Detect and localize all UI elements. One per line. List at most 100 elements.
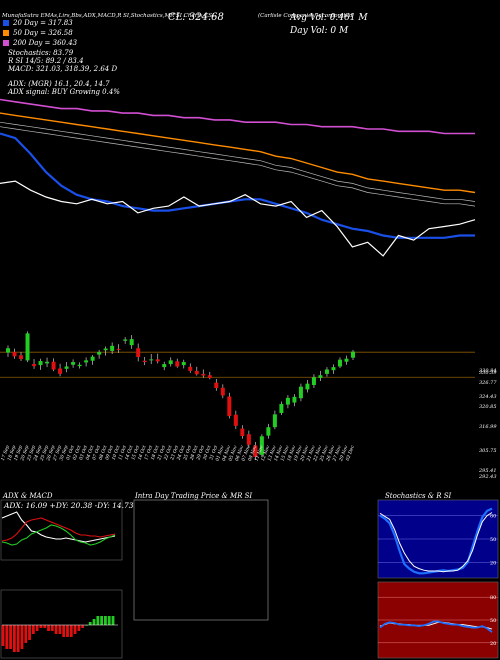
date-tick-label: 13 Nov — [267, 444, 278, 462]
date-tick-label: 31 Oct — [208, 444, 219, 460]
date-tick-label: 27 Sep — [52, 445, 63, 463]
macd-bar — [5, 625, 9, 649]
date-tick-label: 04 Nov — [221, 444, 232, 462]
stoch-rsi-title: Stochastics & R SI — [385, 492, 452, 500]
candle-body — [58, 368, 63, 374]
date-tick-label: 25 Sep — [39, 445, 50, 463]
macd-bar — [9, 625, 12, 649]
candle-body — [298, 386, 303, 399]
price-tick-label: 292.43 — [478, 474, 497, 480]
macd-bar — [50, 625, 54, 631]
stochastics-line — [379, 512, 493, 573]
date-tick-label: 01 Nov — [214, 444, 225, 462]
price-tick-label: 330.39 — [479, 370, 497, 376]
intraday-panel — [133, 499, 269, 621]
stoch-tick-label: 20 — [490, 560, 496, 566]
candle-body — [77, 364, 82, 367]
date-tick-label: 23 Oct — [169, 444, 180, 461]
ema200-line — [0, 98, 475, 135]
macd-bar — [39, 625, 43, 628]
price-tick-label: 324.43 — [479, 394, 497, 400]
candle-body — [162, 364, 167, 368]
candle-body — [337, 359, 342, 367]
ema20-swatch — [3, 20, 9, 26]
ema50-line — [0, 112, 476, 194]
macd-bar — [12, 625, 16, 652]
date-tick-label: 24 Sep — [32, 445, 43, 463]
date-tick-label: 07 Oct — [91, 444, 102, 460]
macd-bar — [54, 625, 58, 634]
adx-macd-title: ADX & MACD — [3, 492, 53, 500]
candle-body — [116, 348, 121, 350]
mrsi-line-secondary — [379, 621, 493, 630]
date-tick-label: 22 Oct — [162, 444, 173, 461]
candle-body — [259, 436, 264, 455]
ema50-swatch — [3, 30, 9, 36]
candle-body — [168, 360, 173, 365]
date-tick-label: 01 Oct — [65, 444, 76, 460]
adx-series-dy — [1, 517, 116, 542]
candle-body — [149, 359, 154, 361]
date-tick-label: 10 Oct — [111, 444, 122, 460]
stochastics-readout: Stochastics: 83.79 — [8, 49, 74, 57]
price-tick-label: 320.85 — [479, 404, 497, 410]
adx-series-adx — [1, 511, 116, 543]
rsi-line — [379, 507, 493, 575]
macd-bar — [73, 625, 77, 634]
macd-bar — [111, 616, 115, 625]
rsi-tick-label: 50 — [490, 618, 496, 624]
date-tick-label: 14 Nov — [273, 444, 284, 462]
date-tick-label: 06 Nov — [234, 444, 245, 462]
date-tick-label: 28 Oct — [188, 444, 199, 461]
candle-body — [110, 345, 115, 351]
ema20-line — [0, 132, 475, 239]
rsi-panel: 80 50 20 — [377, 581, 499, 659]
candle-body — [207, 375, 212, 378]
intraday-title: Intra Day Trading Price & MR SI — [135, 492, 253, 500]
rsi-tick-label: 20 — [490, 641, 496, 647]
candle-body — [227, 396, 232, 417]
candle-body — [84, 360, 89, 363]
candle-body — [305, 383, 310, 390]
date-tick-label: 16 Oct — [137, 444, 148, 460]
macd-bar — [1, 625, 5, 646]
candle-body — [6, 348, 10, 353]
stoch-tick-label: 50 — [490, 537, 496, 543]
macd-panel — [0, 589, 123, 659]
date-tick-label: 23 Sep — [26, 445, 37, 463]
day-volume: Day Vol: 0 M — [290, 26, 349, 36]
macd-bar — [107, 616, 111, 625]
rsi-readout: R SI 14/5: 89.2 / 83.4 — [8, 57, 84, 65]
macd-bar — [62, 625, 66, 637]
candle-body — [331, 367, 336, 371]
date-tick-label: 15 Oct — [130, 444, 141, 460]
stochastics-panel: 80 50 20 — [377, 499, 499, 579]
candle-body — [155, 359, 160, 362]
ema20-label: 20 Day = 317.83 — [13, 19, 73, 27]
date-tick-label: 22 Nov — [312, 444, 324, 463]
date-tick-label: 04 Oct — [85, 444, 96, 460]
candle-body — [90, 356, 95, 361]
adx-readout: ADX: (MGR) 16.1, 20.4, 14.7 — [8, 80, 110, 88]
date-tick-label: 19 Nov — [293, 444, 304, 462]
date-tick-label: 18 Nov — [286, 444, 297, 462]
stoch-frame — [377, 499, 499, 579]
date-tick-label: 17 Oct — [143, 444, 154, 460]
avg-volume: Avg Vol: 0.461 M — [290, 13, 368, 23]
price-line — [0, 180, 476, 257]
candle-body — [45, 361, 50, 364]
date-tick-label: 03 Oct — [78, 444, 89, 460]
candle-body — [71, 362, 76, 365]
candle-body — [344, 358, 349, 362]
candle-body — [97, 351, 102, 355]
date-tick-label: 27 Nov — [331, 444, 343, 463]
date-tick-label: 30 Oct — [202, 444, 213, 460]
macd-bar — [77, 625, 81, 631]
macd-bar — [28, 625, 31, 640]
date-tick-label: 26 Nov — [325, 444, 337, 463]
candle-body — [279, 403, 284, 414]
candle-body — [318, 375, 323, 378]
ema200-swatch — [3, 40, 9, 46]
